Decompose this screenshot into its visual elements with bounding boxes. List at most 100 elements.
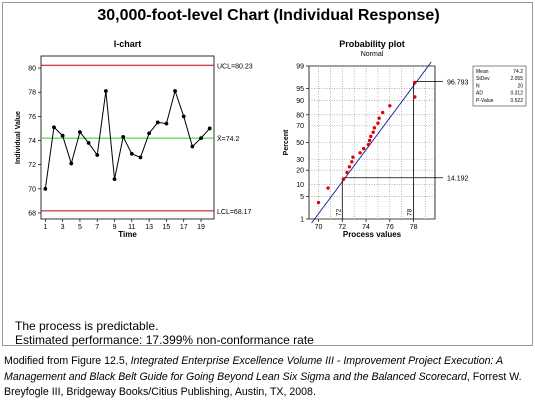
ichart-xtick-label: 1 [43, 224, 47, 231]
probplot-xtick-label: 72 [338, 224, 346, 231]
ichart-ytick-label: 70 [28, 186, 36, 193]
stats-value: 0.312 [510, 91, 523, 97]
probplot-ytick-label: 10 [296, 182, 304, 189]
probplot-data-point [358, 151, 362, 155]
ichart-data-point [112, 177, 117, 182]
stats-label: P-Value [476, 98, 494, 104]
probplot-data-point [351, 155, 355, 159]
ichart-data-point [86, 141, 91, 145]
ichart-data-point [60, 133, 65, 138]
ichart-data-point [181, 114, 186, 119]
probplot-data-point [326, 186, 330, 190]
ichart-data-point [173, 89, 177, 93]
ichart-xtick-label: 7 [95, 224, 99, 231]
ichart-ytick-label: 80 [28, 66, 36, 73]
ichart-data-point [129, 151, 134, 156]
ichart-data-point [103, 89, 108, 93]
probplot-ytick-label: 70 [296, 123, 304, 130]
probplot-data-point [380, 110, 385, 115]
probplot-ytick-label: 1 [300, 217, 304, 224]
probplot-data-point [413, 80, 417, 85]
conclusion-performance: Estimated performance: 17.399% non-confo… [15, 333, 314, 347]
probplot-xaxis-label: Process values [343, 230, 402, 239]
ichart-data-point [147, 131, 152, 136]
ichart-xtick-label: 17 [180, 224, 188, 231]
probplot-data-point [377, 116, 381, 120]
probplot-data-point [345, 170, 349, 175]
probplot-ytick-label: 20 [296, 168, 304, 175]
ichart-ytick-label: 72 [28, 162, 36, 169]
probplot-upper-percent: 96.793 [447, 80, 469, 87]
ichart-xtick-label: 19 [197, 224, 205, 231]
probplot-ytick-label: 80 [296, 112, 304, 119]
ichart-center-label: X̄=74.2 [217, 135, 239, 143]
probplot-data-point [347, 165, 352, 169]
probplot-ytick-label: 95 [296, 86, 304, 93]
probplot-spec-value: 78 [407, 208, 414, 216]
probplot-lower-percent: 14.192 [447, 176, 469, 183]
probplot-lower-value: 72 [335, 208, 342, 216]
probplot-data-point [369, 134, 373, 139]
ichart-ytick-label: 74 [28, 138, 36, 145]
ichart-ucl-label: UCL=80.23 [217, 63, 253, 70]
stats-value: 0.522 [510, 98, 523, 104]
caption-prefix: Modified from Figure 12.5, [4, 355, 131, 367]
ichart-data-point [207, 126, 212, 131]
stats-value: 74.2 [513, 69, 523, 75]
stats-label: AD [476, 91, 483, 97]
probplot-data-point [366, 142, 371, 147]
ichart-data-point [155, 120, 160, 125]
ichart-xtick-label: 13 [145, 224, 153, 231]
probplot-data-point [376, 121, 380, 125]
ichart-data-point [52, 125, 56, 130]
ichart-data-point [69, 161, 74, 166]
ichart-xtick-label: 9 [113, 224, 117, 231]
ichart-xtick-label: 3 [61, 224, 65, 231]
probplot-stats-box [472, 65, 527, 107]
ichart-data-point [95, 153, 100, 157]
ichart-yaxis-label: Individual Value [15, 111, 22, 164]
figure-caption: Modified from Figure 12.5, Integrated En… [4, 354, 532, 401]
ichart-title: I-chart [114, 39, 142, 49]
probplot-title: Probability plot [339, 39, 405, 49]
probplot-data-point [413, 95, 417, 99]
probplot-data-point [372, 126, 377, 130]
probplot-ytick-label: 99 [296, 64, 304, 71]
ichart-data-point [138, 155, 143, 160]
ichart-ytick-label: 78 [28, 90, 36, 97]
probplot-data-point [316, 200, 321, 205]
ichart-xaxis-label: Time [118, 230, 137, 239]
ichart-xtick-label: 11 [128, 224, 135, 231]
stats-value: 2.055 [510, 76, 523, 82]
probplot-xtick-label: 70 [315, 224, 323, 231]
ichart-xtick-label: 5 [78, 224, 82, 231]
probplot-data-point [367, 138, 372, 143]
caption-book-title: Integrated Enterprise Excellence Volume … [4, 355, 503, 383]
ichart-data-point [43, 186, 48, 191]
ichart-data-line [44, 89, 211, 189]
probplot-ytick-label: 50 [296, 140, 304, 147]
probplot-xtick-label: 76 [386, 224, 394, 231]
ichart-ytick-label: 76 [28, 114, 36, 121]
ichart-ytick-label: 68 [28, 210, 36, 217]
probplot-ytick-label: 5 [300, 194, 304, 201]
conclusion-predictable: The process is predictable. [15, 319, 159, 333]
ichart-data-point [190, 144, 195, 149]
probplot-ytick-label: 30 [296, 157, 304, 164]
probplot-xtick-label: 74 [362, 224, 370, 231]
ichart-data-point [121, 134, 126, 139]
ichart-data-point [78, 130, 82, 134]
charts-canvas: I-chart UCL=80.23 X̄=74.2 LCL=68.17 68 70 72 74… [15, 39, 527, 239]
stats-label: StDev [476, 76, 490, 82]
probplot-subtitle: Normal [361, 51, 384, 58]
ichart-data-point [164, 121, 169, 126]
ichart-xtick-label: 15 [163, 224, 171, 231]
chart-panel: 30,000-foot-level Chart (Individual Resp… [2, 2, 533, 347]
ichart-data-point [199, 136, 203, 141]
probplot-data-point [361, 146, 366, 151]
caption-suffix: , Forrest W. Breyfogle III, Bridgeway Bo… [4, 370, 522, 399]
ichart-plot-area [40, 55, 215, 220]
probplot-fit-line [311, 61, 432, 224]
chart-main-title: 30,000-foot-level Chart (Individual Resp… [97, 7, 440, 24]
probplot-data-point [388, 104, 392, 108]
